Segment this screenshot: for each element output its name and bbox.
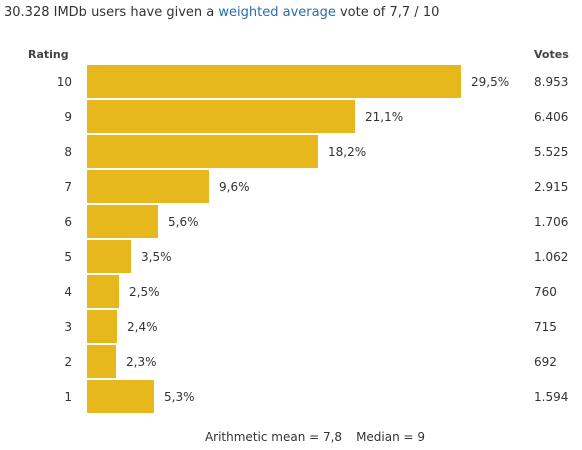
vote-count: 2.915 (534, 180, 569, 194)
rating-bar (87, 345, 116, 378)
rating-row-2: 2 2,3% 692 (0, 345, 582, 380)
rating-row-8: 8 18,2% 5.525 (0, 135, 582, 170)
rating-row-3: 3 2,4% 715 (0, 310, 582, 345)
vote-count: 1.594 (534, 390, 569, 404)
rating-row-5: 5 3,5% 1.062 (0, 240, 582, 275)
vote-count: 760 (534, 285, 557, 299)
summary-suffix: vote of 7,7 / 10 (335, 5, 440, 20)
rating-label: 8 (64, 145, 72, 159)
percentage-label: 2,5% (129, 285, 160, 299)
rating-row-7: 7 9,6% 2.915 (0, 170, 582, 205)
percentage-label: 21,1% (365, 110, 404, 124)
rating-label: 2 (64, 355, 72, 369)
rating-row-9: 9 21,1% 6.406 (0, 100, 582, 135)
median: Median = 9 (356, 430, 426, 444)
summary-prefix: 30.328 IMDb users have given a (4, 5, 219, 20)
vote-count: 8.953 (534, 75, 569, 89)
percentage-label: 5,6% (168, 215, 199, 229)
rating-label: 5 (64, 250, 72, 264)
percentage-label: 5,3% (164, 390, 195, 404)
rating-bar (87, 240, 131, 273)
vote-summary: 30.328 IMDb users have given a weighted … (4, 5, 439, 20)
rating-bar (87, 100, 355, 133)
rating-column-header: Rating (28, 48, 69, 61)
stats-footer: Arithmetic mean = 7,8 Median = 9 (0, 430, 582, 444)
rating-label: 4 (64, 285, 72, 299)
percentage-label: 2,3% (126, 355, 157, 369)
vote-count: 5.525 (534, 145, 569, 159)
rating-label: 3 (64, 320, 72, 334)
rating-bar (87, 275, 119, 308)
votes-column-header: Votes (534, 48, 569, 61)
arithmetic-mean: Arithmetic mean = 7,8 (204, 430, 343, 444)
vote-count: 1.062 (534, 250, 569, 264)
percentage-label: 29,5% (471, 75, 510, 89)
rating-bar (87, 170, 209, 203)
percentage-label: 9,6% (219, 180, 250, 194)
vote-count: 692 (534, 355, 557, 369)
rating-bar (87, 65, 461, 98)
rating-row-10: 10 29,5% 8.953 (0, 65, 582, 100)
percentage-label: 3,5% (141, 250, 172, 264)
vote-count: 6.406 (534, 110, 569, 124)
rating-bar (87, 205, 158, 238)
rating-row-6: 6 5,6% 1.706 (0, 205, 582, 240)
vote-count: 715 (534, 320, 557, 334)
rating-bar (87, 135, 318, 168)
rating-label: 6 (64, 215, 72, 229)
vote-count: 1.706 (534, 215, 569, 229)
percentage-label: 2,4% (127, 320, 158, 334)
percentage-label: 18,2% (328, 145, 367, 159)
rating-label: 1 (64, 390, 72, 404)
rating-bar (87, 310, 117, 343)
weighted-average-link[interactable]: weighted average (218, 5, 336, 20)
rating-label: 9 (64, 110, 72, 124)
rating-row-4: 4 2,5% 760 (0, 275, 582, 310)
rating-label: 10 (56, 75, 72, 89)
rating-label: 7 (64, 180, 72, 194)
rating-row-1: 1 5,3% 1.594 (0, 380, 582, 415)
rating-bar (87, 380, 154, 413)
